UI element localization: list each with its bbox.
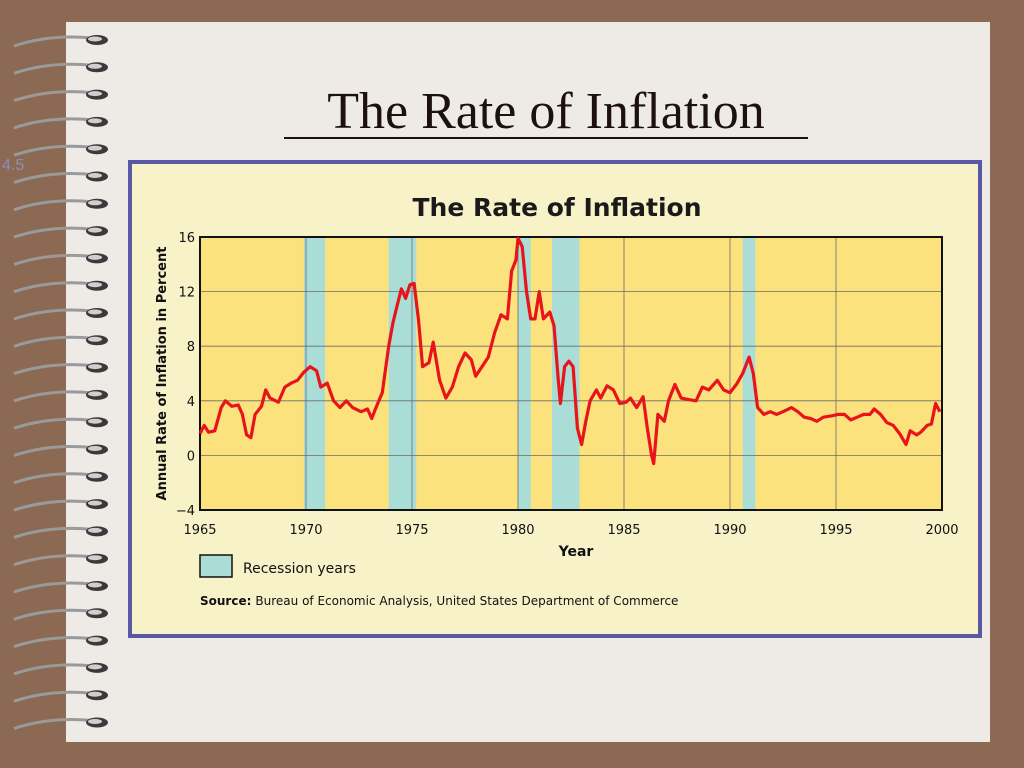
ring-shine xyxy=(88,446,102,451)
ring-shine xyxy=(88,145,102,151)
ring-shine xyxy=(88,91,102,97)
slide-title: The Rate of Inflation xyxy=(327,83,765,140)
legend-label: Recession years xyxy=(243,561,356,577)
source-label: Source: xyxy=(200,594,251,608)
ring xyxy=(13,417,93,430)
ring xyxy=(13,445,93,457)
ring xyxy=(13,526,93,539)
ring xyxy=(13,499,93,512)
ring xyxy=(13,554,93,567)
ring xyxy=(13,472,93,485)
x-tick-label: 1970 xyxy=(289,523,322,538)
ring-shine xyxy=(88,500,102,506)
ring-shine xyxy=(88,418,102,424)
ring-shine xyxy=(88,282,102,288)
recession-band xyxy=(742,237,756,510)
source-text: Bureau of Economic Analysis, United Stat… xyxy=(255,594,678,608)
y-tick-label: 0 xyxy=(187,449,195,464)
x-tick-label: 1980 xyxy=(501,523,534,538)
ring xyxy=(13,363,93,376)
ring-shine xyxy=(88,555,102,561)
ring xyxy=(13,663,93,676)
ring xyxy=(13,62,93,75)
y-tick-label: 12 xyxy=(178,286,195,301)
ring xyxy=(13,90,93,103)
ring-shine xyxy=(88,336,102,342)
ring-shine xyxy=(88,309,102,315)
x-tick-label: 1975 xyxy=(395,523,428,538)
y-tick-label: −4 xyxy=(176,504,195,519)
ring-shine xyxy=(88,691,102,697)
chart-title: The Rate of Inflation xyxy=(413,193,702,222)
ring-shine xyxy=(88,637,102,643)
x-tick-label: 1990 xyxy=(713,523,746,538)
ring-shine xyxy=(88,200,102,206)
ring xyxy=(13,581,93,594)
ring xyxy=(13,226,93,239)
x-tick-label: 2000 xyxy=(925,523,958,538)
ring xyxy=(13,253,93,266)
plot-border xyxy=(199,236,943,511)
ring xyxy=(13,199,93,212)
ring-shine xyxy=(88,719,102,724)
ring xyxy=(13,636,93,649)
legend-swatch xyxy=(199,554,233,578)
ring-shine xyxy=(88,609,102,615)
ring xyxy=(13,172,93,184)
ring xyxy=(13,308,93,321)
ring-shine xyxy=(88,391,102,397)
x-tick-label: 1995 xyxy=(819,523,852,538)
x-axis-label: Year xyxy=(558,544,594,560)
ring-shine xyxy=(88,664,102,670)
x-tick-label: 1985 xyxy=(607,523,640,538)
ring xyxy=(13,335,93,348)
inflation-line xyxy=(198,236,942,466)
ring xyxy=(13,608,93,621)
ring xyxy=(13,117,93,130)
y-tick-label: 8 xyxy=(187,340,195,355)
y-tick-label: 16 xyxy=(178,231,195,246)
ring-shine xyxy=(88,582,102,588)
ring-shine xyxy=(88,527,102,533)
ring xyxy=(13,281,93,294)
ring-shine xyxy=(88,36,102,42)
recession-band xyxy=(303,237,326,510)
x-tick-label: 1965 xyxy=(183,523,216,538)
recession-band xyxy=(551,237,580,510)
ring-shine xyxy=(88,63,102,69)
ring-shine xyxy=(88,227,102,233)
chart: The Rate of Inflation 1965 1970 1975 1980 198… xyxy=(155,193,959,608)
ring-shine xyxy=(88,364,102,370)
y-tick-label: 4 xyxy=(187,395,195,410)
spiral-binding xyxy=(13,35,108,730)
ring xyxy=(13,144,93,157)
ring-shine xyxy=(88,473,102,479)
ring xyxy=(13,718,93,730)
ring-shine xyxy=(88,118,102,124)
ring xyxy=(13,390,93,403)
ring-shine xyxy=(88,254,102,260)
ring-shine xyxy=(88,173,102,178)
y-axis-label: Annual Rate of Inflation in Percent xyxy=(155,247,170,501)
source-note: Source: Bureau of Economic Analysis, Unit… xyxy=(200,594,678,608)
ring xyxy=(13,35,93,48)
slide-number: 4.5 xyxy=(2,157,24,174)
ring xyxy=(13,690,93,703)
